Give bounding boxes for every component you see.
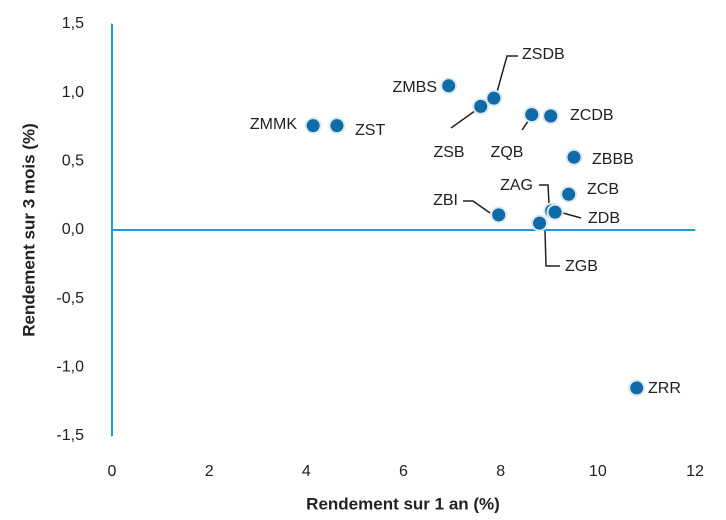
point-label: ZSB bbox=[433, 144, 464, 161]
leader-line bbox=[562, 212, 582, 219]
point bbox=[472, 97, 490, 115]
x-axis-title: Rendement sur 1 an (%) bbox=[306, 494, 500, 513]
point-label: ZMMK bbox=[250, 116, 297, 133]
point bbox=[490, 206, 508, 224]
point-label: ZBI bbox=[433, 192, 458, 209]
point-label: ZSDB bbox=[522, 46, 565, 63]
leader-line bbox=[539, 184, 550, 205]
point-label: ZGB bbox=[565, 258, 598, 275]
x-tick-label: 4 bbox=[302, 463, 311, 480]
x-tick-label: 2 bbox=[205, 463, 214, 480]
x-tick-label: 10 bbox=[589, 463, 607, 480]
y-tick-label: -0,5 bbox=[56, 290, 84, 307]
point-label: ZCB bbox=[587, 181, 619, 198]
point-label: ZRR bbox=[648, 380, 681, 397]
point bbox=[560, 185, 578, 203]
y-tick-label: 0,0 bbox=[62, 221, 84, 238]
point-label: ZCDB bbox=[570, 107, 614, 124]
point bbox=[304, 117, 322, 135]
point bbox=[523, 106, 541, 124]
point-label: ZQB bbox=[491, 144, 524, 161]
point-label: ZMBS bbox=[393, 79, 437, 96]
point-label: ZDB bbox=[588, 210, 620, 227]
point bbox=[565, 148, 583, 166]
x-tick-label: 12 bbox=[686, 463, 704, 480]
x-tick-label: 8 bbox=[496, 463, 505, 480]
point-label: ZST bbox=[355, 122, 385, 139]
point bbox=[485, 89, 503, 107]
leader-line bbox=[544, 230, 560, 267]
y-tick-label: -1,5 bbox=[56, 427, 84, 444]
point bbox=[531, 214, 549, 232]
point bbox=[628, 379, 646, 397]
point-label: ZAG bbox=[500, 177, 533, 194]
y-tick-label: 1,5 bbox=[62, 15, 84, 32]
y-tick-label: -1,0 bbox=[56, 359, 84, 376]
point bbox=[328, 117, 346, 135]
leader-line bbox=[496, 55, 518, 93]
point bbox=[542, 107, 560, 125]
y-axis-title: Rendement sur 3 mois (%) bbox=[19, 123, 38, 337]
x-tick-label: 0 bbox=[108, 463, 117, 480]
point bbox=[440, 77, 458, 95]
x-tick-label: 6 bbox=[399, 463, 408, 480]
y-tick-label: 1,0 bbox=[62, 84, 84, 101]
point-label: ZBBB bbox=[592, 151, 634, 168]
leader-line bbox=[463, 200, 491, 214]
point bbox=[546, 203, 564, 221]
y-tick-label: 0,5 bbox=[62, 153, 84, 170]
